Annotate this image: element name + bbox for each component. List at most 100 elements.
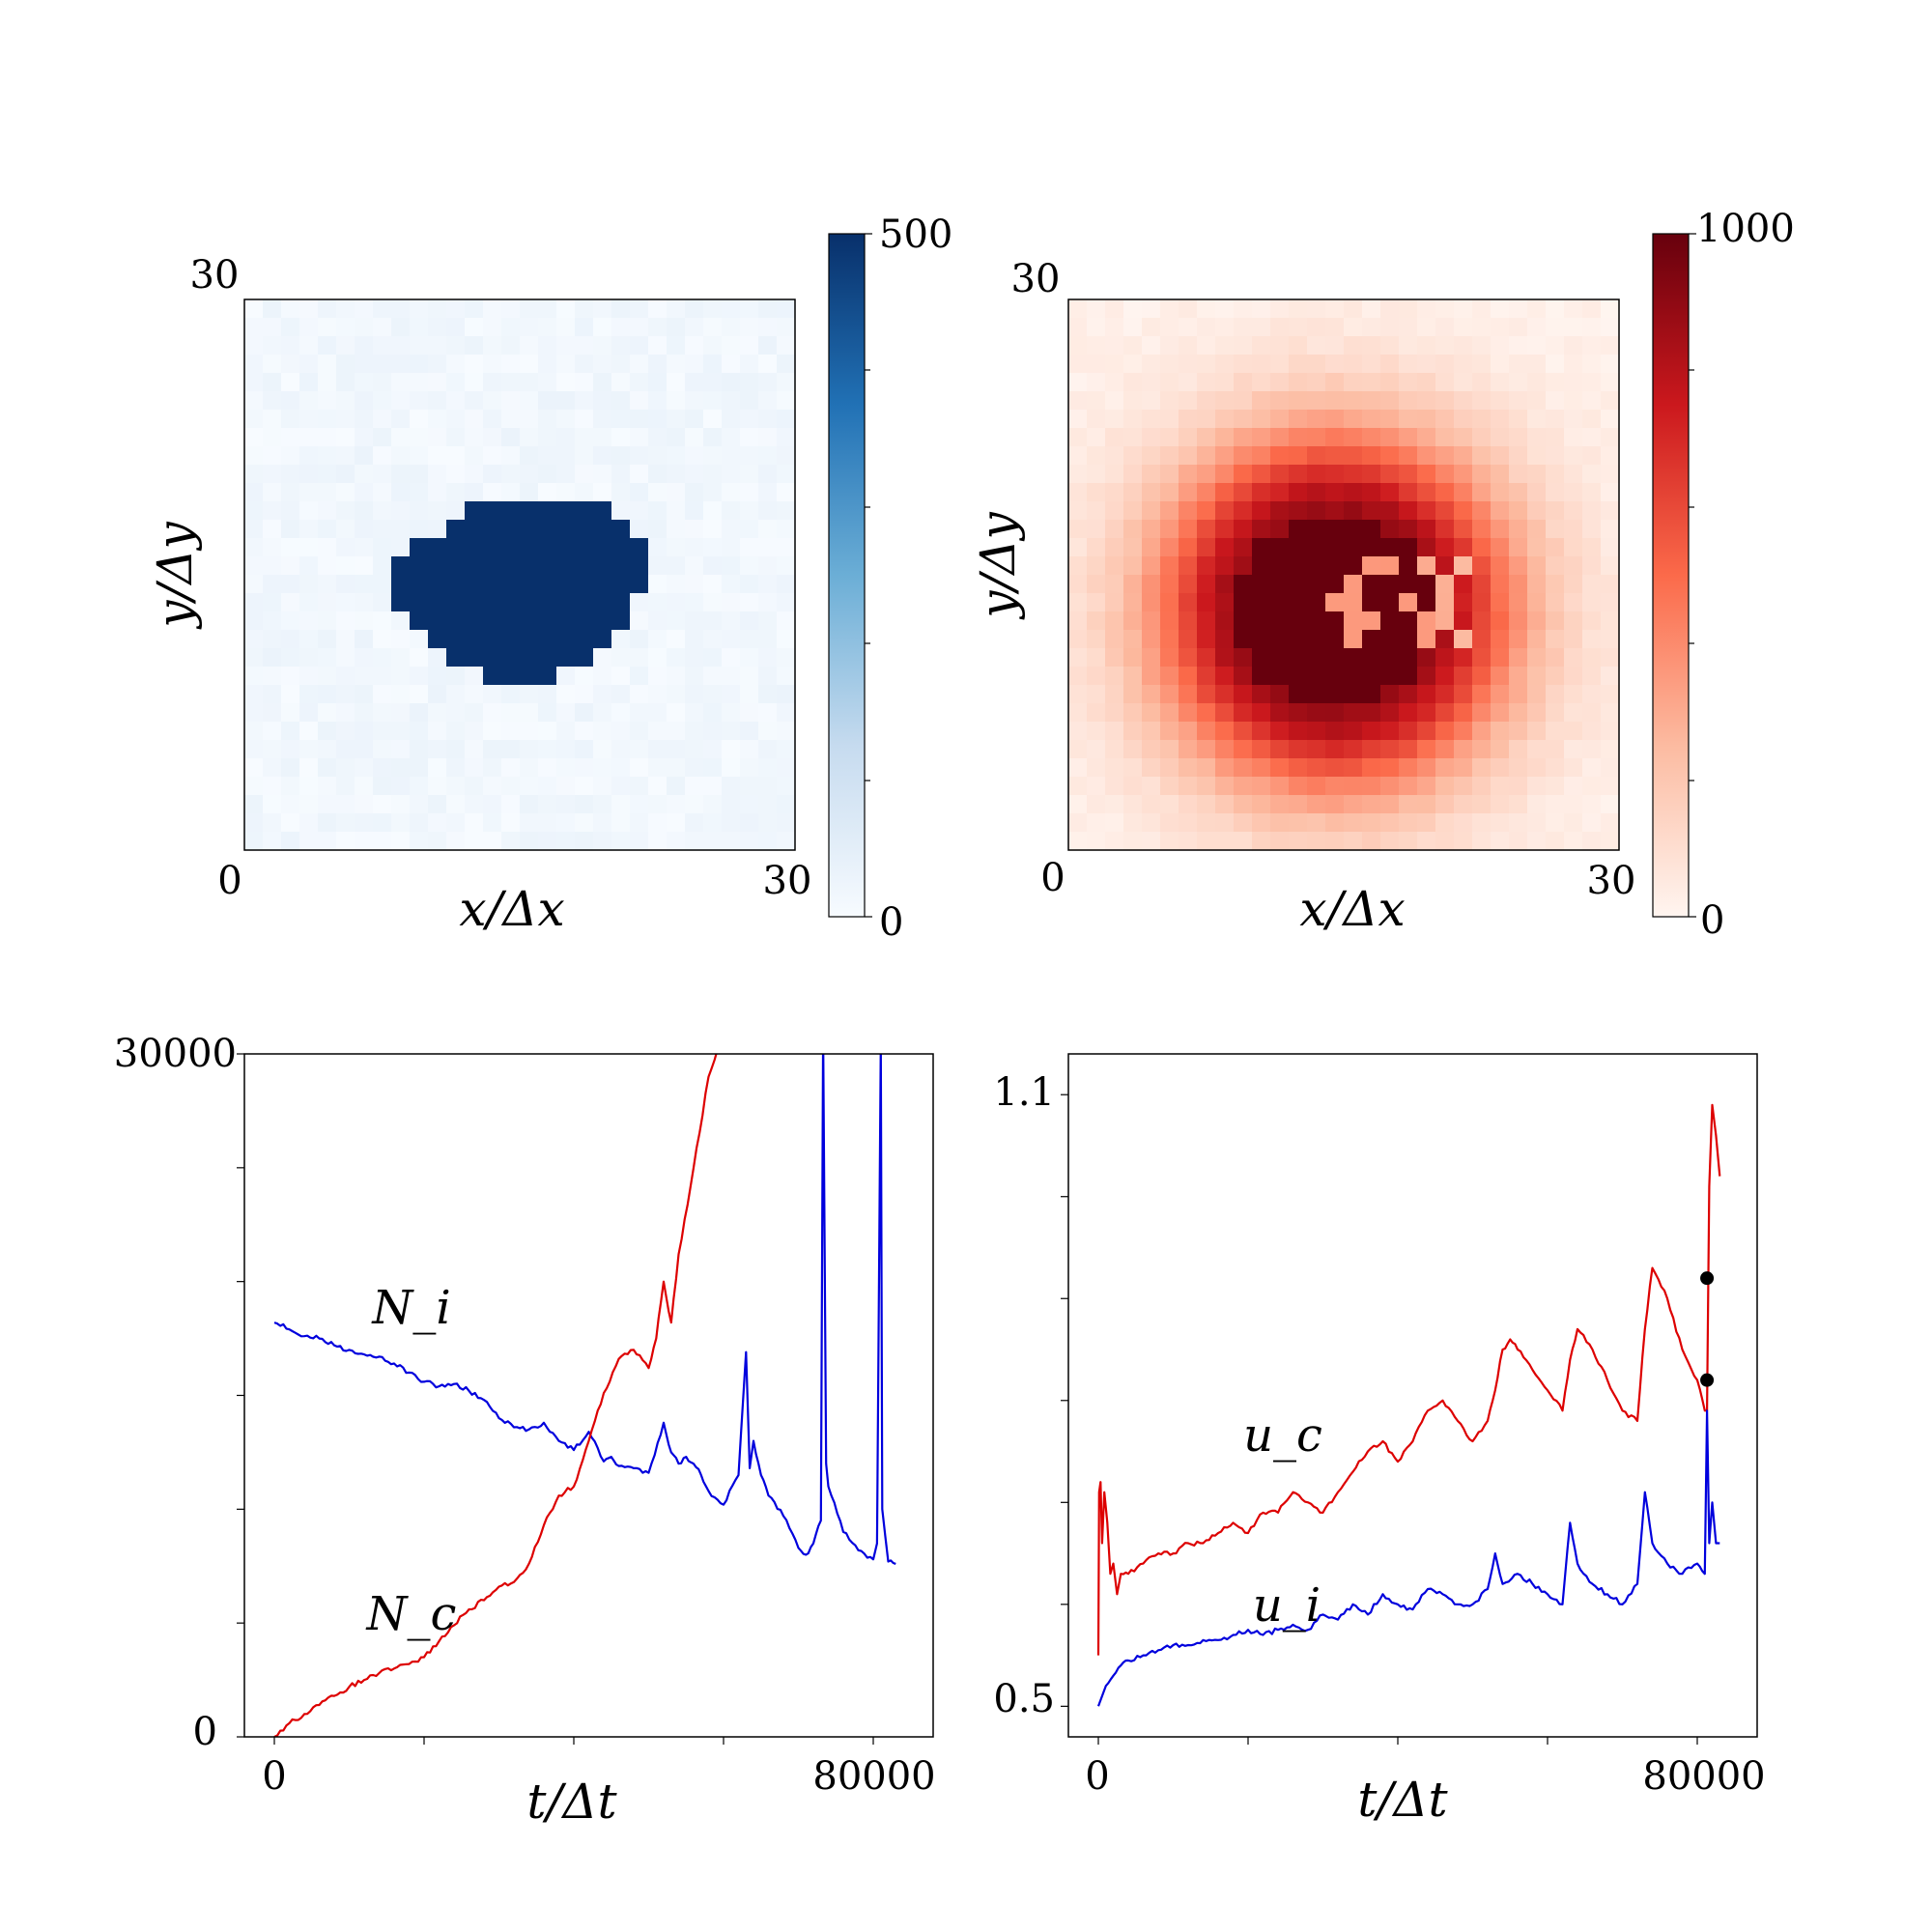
heatmap-cell [648, 648, 668, 668]
heatmap-cell [1362, 336, 1381, 355]
heatmap-cell [758, 520, 778, 539]
heatmap-cell [336, 777, 355, 796]
heatmap-cell [410, 299, 429, 319]
heatmap-cell [1417, 501, 1436, 521]
heatmap-cell [593, 795, 612, 814]
heatmap-cell [777, 758, 796, 778]
heatmap-cell [1454, 391, 1473, 411]
heatmap-cell [1417, 299, 1436, 319]
heatmap-cell [1215, 483, 1235, 502]
heatmap-cell [1252, 428, 1271, 447]
heatmap-cell [611, 391, 631, 411]
heatmap-cell [685, 336, 704, 355]
heatmap-cell [1546, 630, 1565, 649]
heatmap-cell [1582, 483, 1602, 502]
heatmap-cell [1197, 575, 1216, 594]
heatmap-cell [318, 667, 337, 686]
heatmap-cell [1362, 538, 1381, 557]
heatmap-cell [758, 410, 778, 429]
heatmap-cell [1234, 758, 1253, 778]
heatmap-cell [1234, 648, 1253, 668]
heatmap-cell [685, 740, 704, 759]
heatmap-cell [1087, 667, 1106, 686]
heatmap-cell [1197, 685, 1216, 704]
heatmap-cell [336, 373, 355, 392]
heatmap-cell [428, 318, 447, 337]
heatmap-cell [1197, 355, 1216, 374]
heatmap-cell [1582, 648, 1602, 668]
heatmap-cell [593, 410, 612, 429]
heatmap-cell [1105, 318, 1124, 337]
heatmap-cell [1179, 703, 1198, 723]
heatmap-cell [1123, 648, 1143, 668]
heatmap-cell [703, 740, 723, 759]
heatmap-cell [1362, 483, 1381, 502]
heatmap-cell [318, 648, 337, 668]
heatmap-cell [1307, 593, 1326, 612]
heatmap-cell [410, 483, 429, 502]
heatmap-cell [1087, 740, 1106, 759]
heatmap-cell [1509, 667, 1528, 686]
heatmap-cell [777, 667, 796, 686]
heatmap-cell [1234, 832, 1253, 851]
heatmap-cell [593, 630, 612, 649]
heatmap-cell [611, 446, 631, 466]
red-colorbar: 1000 0 [1652, 207, 1795, 943]
heatmap-cell [446, 630, 466, 649]
heatmap-cell [1197, 446, 1216, 466]
heatmap-cell [1142, 410, 1161, 429]
heatmap-cell [1417, 391, 1436, 411]
heatmap-cell [1546, 813, 1565, 833]
heatmap-cell [685, 593, 704, 612]
heatmap-cell [538, 777, 557, 796]
heatmap-cell [777, 593, 796, 612]
heatmap-cell [1068, 446, 1088, 466]
heatmap-cell [465, 630, 484, 649]
heatmap-cell [1179, 446, 1198, 466]
heatmap-cell [336, 336, 355, 355]
heatmap-cell [1307, 428, 1326, 447]
heatmap-cell [1601, 391, 1620, 411]
heatmap-cell [501, 465, 521, 484]
red-colorbar-gradient [1652, 233, 1690, 918]
heatmap-cell [1472, 575, 1492, 594]
heatmap-cell [1472, 336, 1492, 355]
heatmap-cell [1142, 556, 1161, 576]
heatmap-cell [281, 336, 300, 355]
heatmap-cell [703, 446, 723, 466]
heatmap-cell [501, 667, 521, 686]
heatmap-cell [758, 703, 778, 723]
heatmap-cell [336, 630, 355, 649]
heatmap-cell [1234, 501, 1253, 521]
heatmap-cell [1582, 758, 1602, 778]
heatmap-cell [1509, 556, 1528, 576]
heatmap-cell [446, 299, 466, 319]
panel-red-heatmap: 30 0 30 x/Δx y/Δy 1000 0 [970, 207, 1795, 943]
heatmap-cell [355, 336, 374, 355]
heatmap-cell [373, 299, 392, 319]
heatmap-cell [1289, 355, 1308, 374]
heatmap-cell [355, 795, 374, 814]
heatmap-cell [1509, 336, 1528, 355]
heatmap-cell [1546, 391, 1565, 411]
heatmap-cell [1234, 520, 1253, 539]
heatmap-cell [465, 777, 484, 796]
heatmap-cell [538, 813, 557, 833]
heatmap-cell [355, 373, 374, 392]
heatmap-cell [520, 575, 539, 594]
heatmap-cell [391, 795, 411, 814]
heatmap-cell [428, 556, 447, 576]
heatmap-cell [1105, 373, 1124, 392]
heatmap-cell [318, 758, 337, 778]
heatmap-cell [1417, 318, 1436, 337]
heatmap-cell [446, 813, 466, 833]
heatmap-cell [373, 483, 392, 502]
heatmap-cell [1123, 538, 1143, 557]
heatmap-cell [336, 501, 355, 521]
heatmap-cell [538, 299, 557, 319]
heatmap-cell [1527, 667, 1547, 686]
heatmap-cell [1197, 740, 1216, 759]
heatmap-cell [556, 722, 576, 741]
heatmap-cell [740, 501, 759, 521]
heatmap-cell [1491, 611, 1510, 631]
